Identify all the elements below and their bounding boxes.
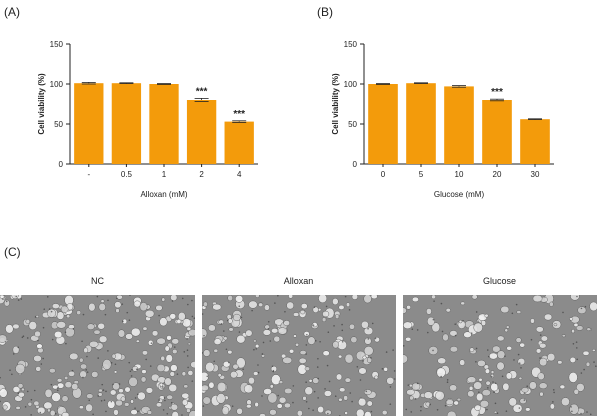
bar — [444, 86, 474, 164]
y-tick-label: 50 — [348, 120, 357, 129]
y-axis-label: Cell viability (%) — [331, 73, 340, 135]
x-tick-label: 5 — [419, 170, 424, 179]
micrograph-glucose — [403, 295, 597, 416]
image-title-glucose: Glucose — [482, 276, 517, 286]
image-title-nc: NC — [91, 276, 104, 286]
x-tick-label: 2 — [199, 170, 204, 179]
x-tick-label: 20 — [493, 170, 502, 179]
micrograph-nc — [0, 295, 195, 416]
significance-label: *** — [196, 86, 208, 97]
y-tick-label: 150 — [50, 40, 64, 49]
x-tick-label: 10 — [455, 170, 464, 179]
x-axis-label: Alloxan (mM) — [140, 190, 187, 199]
x-tick-label: 4 — [237, 170, 242, 179]
micrograph-alloxan — [202, 295, 396, 416]
y-tick-label: 50 — [54, 120, 63, 129]
image-title-alloxan: Alloxan — [283, 276, 314, 286]
bar — [368, 84, 398, 164]
bar — [224, 121, 254, 164]
y-tick-label: 0 — [59, 160, 64, 169]
panel-c-label: (C) — [4, 245, 21, 259]
x-tick-label: 0 — [381, 170, 386, 179]
y-tick-label: 100 — [50, 80, 64, 89]
x-tick-label: 1 — [162, 170, 167, 179]
y-tick-label: 150 — [344, 40, 358, 49]
bar — [111, 83, 142, 164]
bar — [74, 83, 104, 164]
bar — [186, 100, 217, 164]
x-tick-label: - — [87, 170, 90, 179]
x-tick-label: 0.5 — [121, 170, 133, 179]
significance-label: *** — [233, 109, 245, 120]
bar — [149, 84, 179, 164]
x-axis-label: Glucose (mM) — [434, 190, 485, 199]
y-tick-label: 0 — [353, 160, 358, 169]
x-tick-label: 30 — [531, 170, 540, 179]
y-tick-label: 100 — [344, 80, 358, 89]
bar — [482, 100, 512, 164]
panel-a-label: (A) — [4, 5, 20, 19]
bar — [520, 119, 550, 164]
chart-glucose: 0 50 100 150 Cell viability (%) 0 5 10 20 *** 30 Gl… — [331, 40, 554, 199]
y-axis-label: Cell viability (%) — [37, 73, 46, 135]
significance-label: *** — [491, 87, 503, 98]
chart-alloxan: 0 50 100 150 Cell viability (%) - 0.5 1 2 *** 4 ***… — [37, 40, 258, 199]
panel-b-label: (B) — [317, 5, 333, 19]
bar — [406, 83, 436, 164]
